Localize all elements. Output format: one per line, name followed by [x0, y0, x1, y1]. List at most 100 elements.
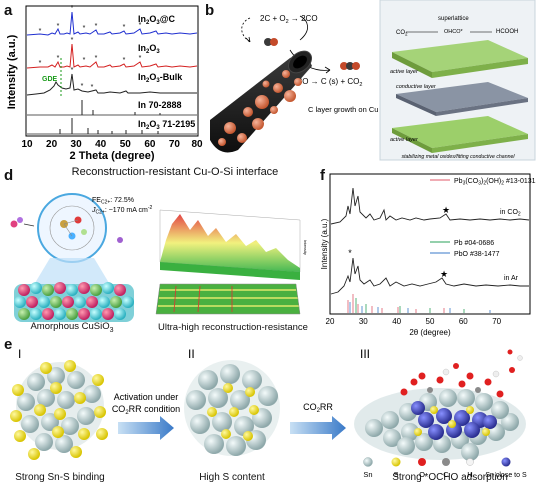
panel-f-xtick: 50	[426, 317, 435, 326]
panel-d-surface-plot: Intensity	[155, 209, 308, 315]
svg-text:Intensity: Intensity	[303, 240, 308, 255]
panel-c-layer-1: active layer	[390, 69, 419, 75]
svg-text:*: *	[57, 55, 60, 62]
panel-f-xtick: 20	[326, 317, 335, 326]
panel-e-roman-2: II	[188, 347, 195, 361]
svg-text:*: *	[39, 60, 42, 67]
svg-text:*: *	[95, 23, 98, 30]
panel-a-curve-in2o3-bulk	[26, 73, 197, 96]
panel-e-cluster-2	[184, 360, 280, 456]
panel-c-ohco: OHCO*	[444, 29, 464, 35]
panel-a-gde-label: GDE	[42, 76, 58, 83]
panel-a-label-bulk: In2O3-Bulk	[138, 72, 183, 84]
svg-text:★: ★	[442, 205, 450, 215]
panel-f-label-co2: in CO2	[500, 209, 521, 218]
panel-a-curve-in2o3-c	[26, 11, 198, 36]
panel-f-pb-sticks	[355, 298, 465, 313]
panel-c-bottom-active-layer	[392, 116, 528, 153]
panel-b-carbon-tube-illustration: 2C + O2 → 2CO 2CO → C (s) + CO2 C layer …	[210, 14, 378, 153]
panel-e-illustration: I II III Activation under CO2RR conditio…	[10, 347, 527, 479]
panel-b-cu-particles	[218, 70, 302, 146]
panel-a-xtick: 30	[71, 139, 83, 150]
svg-text:*: *	[71, 37, 74, 44]
panel-a-xrd-chart: Intensity (a.u.) 10 20 30 40 50 60 70 80…	[6, 5, 203, 162]
panel-c-conductive-layer	[396, 82, 528, 116]
panel-e-adsorbates	[400, 349, 523, 398]
svg-text:*: *	[123, 57, 126, 64]
panel-b-eq1: 2C + O2 → 2CO	[260, 14, 318, 25]
panel-a-label-in2o3-ref: In2O3 71-2195	[138, 119, 195, 131]
panel-a-xtick: 80	[191, 139, 203, 150]
panel-f-legend-pb: Pb #04-0686	[454, 240, 494, 247]
panel-a-xtick: 40	[95, 139, 107, 150]
panel-d-cusio3-slab	[14, 282, 134, 322]
panel-a-ref-in-sticks	[81, 100, 161, 115]
panel-f-curve-co2	[330, 187, 530, 225]
panel-b-eq2: 2CO → C (s) + CO2	[292, 77, 362, 88]
panel-f-xtick: 60	[459, 317, 468, 326]
panel-f-xticks: 20 30 40 50 60 70	[326, 317, 502, 326]
svg-text:*: *	[83, 25, 86, 32]
svg-text:★: ★	[440, 269, 448, 279]
panel-e-roman-3: III	[360, 347, 370, 361]
panel-d-caption-left: Amorphous CuSiO3	[30, 321, 114, 334]
panel-c-top-active-layer	[392, 40, 528, 78]
panel-e-cluster-3	[354, 349, 526, 461]
panel-d-j: JC2+: ~170 mA cm-2	[91, 205, 152, 216]
panel-a-label-in2o3: In2O3	[138, 43, 160, 55]
panel-e-arrow1-line2: CO2RR condition	[112, 404, 180, 416]
svg-text:*: *	[348, 248, 352, 258]
panel-e-legend: Sn S O C H Sn close to S	[363, 457, 527, 479]
panel-e-legend-c: C	[443, 470, 449, 479]
panel-d-letter: d	[4, 167, 14, 184]
panel-c-layered-illustration: CO2 superlattice OHCO* HCOOH active laye…	[378, 0, 537, 162]
panel-e-cluster-1	[10, 360, 108, 460]
panel-a-letter: a	[4, 2, 13, 19]
panel-d-zoom-bubble	[37, 193, 107, 263]
panel-e-arrow1-line1: Activation under	[114, 392, 179, 402]
panel-a-ref-in2o3-sticks	[59, 118, 159, 134]
panel-d-illustration: FEC2+: 72.5% JC2+: ~170 mA cm-2 Intensit…	[10, 193, 308, 322]
panel-c-co2: CO2	[396, 30, 408, 37]
panel-f-legend-top: Pb3(CO3)2(OH)2 #13-0131	[454, 178, 536, 187]
svg-text:*: *	[39, 28, 42, 35]
panel-f-xrd-chart: Intensity (a.u.) ★ * ★ Pb3(CO3)2(OH)2 #1…	[320, 173, 536, 337]
panel-e-legend-h: H	[467, 470, 472, 479]
svg-text:*: *	[123, 24, 126, 31]
panel-a-ylabel: Intensity (a.u.)	[6, 34, 18, 109]
panel-c-hcooh: HCOOH	[496, 29, 518, 35]
panel-e-arrow-1	[118, 416, 174, 440]
panel-d-fe: FEC2+: 72.5%	[92, 197, 134, 206]
svg-text:*: *	[71, 67, 74, 74]
panel-f-pbco-sticks	[347, 294, 445, 313]
panel-a-xlabel: 2 Theta (degree)	[70, 150, 155, 162]
svg-text:*: *	[83, 57, 86, 64]
svg-text:*: *	[139, 22, 142, 29]
panel-e-caption-3: Strong *OCHO adsorption	[392, 472, 508, 483]
panel-e-caption-2: High S content	[199, 472, 265, 483]
panel-a-xtick: 10	[21, 139, 33, 150]
panel-e-legend-o: O	[419, 470, 425, 479]
panel-e-arrow2: CO2RR	[303, 402, 333, 414]
panel-a-xtick: 20	[46, 139, 58, 150]
svg-text:*: *	[71, 5, 74, 12]
panel-f-xlabel: 2θ (degree)	[409, 328, 451, 337]
panel-d-caption-right: Ultra-high reconstruction-resistance	[158, 322, 308, 333]
panel-e-roman-1: I	[18, 347, 21, 361]
panel-a-xtick: 70	[169, 139, 181, 150]
panel-f-label-ar: in Ar	[504, 275, 519, 282]
panel-c-caption: stabilizing metal oxides/fitting conduct…	[401, 154, 515, 160]
panel-f-xtick: 40	[392, 317, 401, 326]
panel-c-superlattice: superlattice	[438, 16, 469, 22]
panel-b-note: C layer growth on Cu	[308, 105, 378, 114]
panel-e-legend-sn-close: Sn close to S	[485, 472, 527, 479]
panel-e-legend-sn: Sn	[363, 470, 372, 479]
panel-c-layer-2: conductive layer	[396, 84, 437, 90]
panel-a-xtick: 60	[144, 139, 156, 150]
panel-f-curve-ar	[330, 257, 529, 295]
svg-text:*: *	[139, 55, 142, 62]
panel-a-star-markers: * * * * * * * * * * * * * * * * *	[39, 5, 142, 91]
panel-f-xtick: 70	[492, 317, 501, 326]
panel-a-label-in-ref: In 70-2888	[138, 100, 182, 110]
svg-text:*: *	[57, 23, 60, 30]
